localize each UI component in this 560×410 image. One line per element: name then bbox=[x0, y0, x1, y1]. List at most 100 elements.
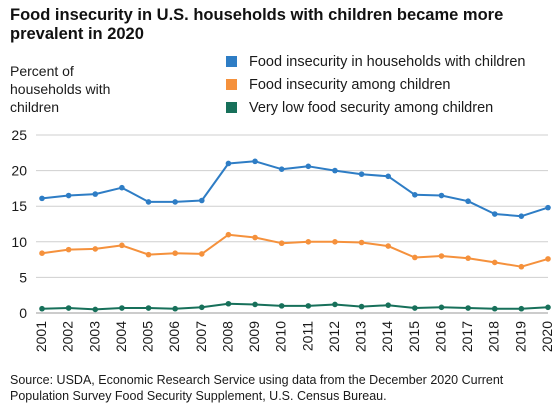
x-tick-label: 2012 bbox=[326, 321, 342, 352]
legend-label-households: Food insecurity in households with child… bbox=[249, 53, 526, 70]
data-point-series-1 bbox=[65, 192, 72, 199]
data-point-series-2 bbox=[545, 256, 551, 262]
data-point-series-2 bbox=[412, 254, 418, 261]
x-tick-label: 2009 bbox=[246, 321, 262, 352]
y-tick-label: 20 bbox=[11, 163, 27, 179]
data-point-series-1 bbox=[305, 163, 312, 170]
y-tick-label: 25 bbox=[11, 127, 27, 143]
data-point-series-1 bbox=[172, 199, 178, 205]
x-tick-label: 2001 bbox=[33, 321, 49, 352]
data-point-series-3 bbox=[278, 303, 285, 309]
legend-swatch-children bbox=[226, 79, 237, 90]
data-point-series-3 bbox=[385, 302, 392, 308]
legend-label-very-low: Very low food security among children bbox=[249, 99, 494, 116]
y-tick-label: 0 bbox=[19, 305, 27, 321]
x-tick-label: 2018 bbox=[486, 321, 502, 352]
data-point-series-1 bbox=[518, 213, 525, 219]
legend-item-very-low: Very low food security among children bbox=[226, 96, 525, 119]
x-tick-label: 2013 bbox=[353, 321, 369, 352]
data-point-series-3 bbox=[92, 306, 99, 313]
x-tick-label: 2005 bbox=[140, 321, 156, 352]
data-point-series-3 bbox=[438, 304, 445, 311]
data-point-series-1 bbox=[412, 192, 418, 198]
data-point-series-3 bbox=[252, 301, 258, 308]
data-point-series-2 bbox=[65, 246, 72, 253]
data-point-series-1 bbox=[252, 158, 258, 165]
x-tick-label: 2014 bbox=[379, 321, 395, 352]
x-tick-label: 2006 bbox=[166, 321, 182, 352]
data-point-series-2 bbox=[252, 234, 258, 241]
data-point-series-3 bbox=[491, 305, 498, 312]
series-line-1 bbox=[41, 160, 549, 218]
data-point-series-1 bbox=[545, 204, 551, 211]
data-point-series-1 bbox=[358, 171, 365, 177]
data-point-series-3 bbox=[412, 305, 418, 311]
x-tick-label: 2008 bbox=[219, 321, 235, 352]
series-line-3 bbox=[41, 302, 549, 311]
x-tick-label: 2015 bbox=[406, 321, 422, 352]
data-point-series-2 bbox=[145, 251, 152, 258]
data-point-series-2 bbox=[332, 239, 338, 245]
series-line-2 bbox=[41, 233, 549, 268]
data-point-series-1 bbox=[119, 184, 125, 191]
x-tick-label: 2010 bbox=[273, 321, 289, 352]
data-point-series-2 bbox=[358, 239, 365, 246]
data-point-series-2 bbox=[278, 240, 285, 247]
data-point-series-3 bbox=[65, 305, 72, 311]
data-point-series-1 bbox=[385, 173, 392, 180]
data-point-series-2 bbox=[438, 253, 445, 259]
data-point-series-3 bbox=[545, 304, 551, 311]
legend-item-children: Food insecurity among children bbox=[226, 73, 525, 96]
data-point-series-1 bbox=[92, 191, 99, 197]
data-point-series-2 bbox=[198, 251, 205, 257]
data-point-series-3 bbox=[518, 305, 525, 312]
x-tick-label: 2020 bbox=[539, 321, 555, 352]
y-tick-label: 5 bbox=[19, 269, 27, 285]
data-point-series-2 bbox=[92, 246, 99, 252]
data-point-series-1 bbox=[491, 211, 498, 217]
legend: Food insecurity in households with child… bbox=[226, 50, 525, 119]
y-axis-label: Percent of households with children bbox=[10, 63, 111, 115]
data-point-series-3 bbox=[39, 305, 45, 312]
data-point-series-1 bbox=[39, 195, 45, 202]
y-tick-label: 10 bbox=[11, 234, 27, 250]
data-point-series-3 bbox=[305, 303, 312, 309]
data-point-series-3 bbox=[172, 305, 178, 312]
x-tick-label: 2003 bbox=[86, 321, 102, 352]
data-point-series-1 bbox=[145, 199, 152, 205]
data-point-series-2 bbox=[225, 231, 232, 238]
y-tick-label: 15 bbox=[11, 198, 27, 214]
legend-item-households: Food insecurity in households with child… bbox=[226, 50, 525, 73]
data-point-series-3 bbox=[465, 305, 471, 311]
data-point-series-2 bbox=[465, 255, 471, 261]
x-tick-label: 2007 bbox=[193, 321, 209, 352]
data-point-series-3 bbox=[145, 305, 152, 311]
data-point-series-2 bbox=[385, 243, 392, 249]
x-tick-label: 2019 bbox=[512, 321, 528, 352]
data-point-series-2 bbox=[518, 263, 525, 270]
data-point-series-3 bbox=[119, 305, 125, 311]
x-tick-label: 2002 bbox=[60, 321, 76, 352]
data-point-series-2 bbox=[172, 250, 178, 256]
data-point-series-1 bbox=[225, 160, 232, 167]
data-point-series-3 bbox=[358, 303, 365, 310]
data-point-series-3 bbox=[225, 300, 232, 307]
legend-swatch-households bbox=[226, 56, 237, 67]
data-point-series-2 bbox=[119, 242, 125, 249]
data-point-series-3 bbox=[332, 301, 338, 308]
x-tick-label: 2011 bbox=[299, 321, 315, 351]
x-tick-label: 2016 bbox=[432, 321, 448, 352]
legend-swatch-very-low bbox=[226, 102, 237, 113]
data-point-series-2 bbox=[491, 259, 498, 266]
data-point-series-2 bbox=[39, 250, 45, 256]
data-point-series-1 bbox=[198, 197, 205, 204]
x-tick-label: 2017 bbox=[459, 321, 475, 352]
chart-title: Food insecurity in U.S. households with … bbox=[10, 6, 504, 43]
data-point-series-2 bbox=[305, 239, 312, 245]
data-point-series-3 bbox=[198, 304, 205, 311]
data-point-series-1 bbox=[278, 166, 285, 172]
data-point-series-1 bbox=[332, 167, 338, 174]
data-point-series-1 bbox=[438, 192, 445, 199]
legend-label-children: Food insecurity among children bbox=[249, 76, 451, 93]
